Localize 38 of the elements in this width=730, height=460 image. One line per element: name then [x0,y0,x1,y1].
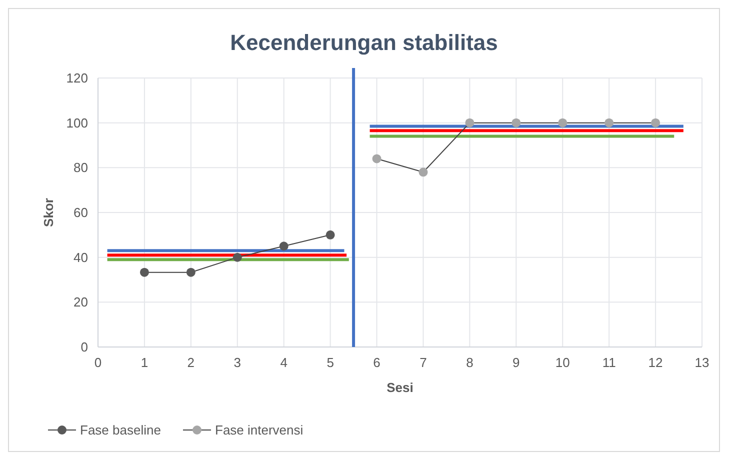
y-tick-label: 0 [80,340,88,354]
x-tick-label: 3 [234,355,241,370]
y-tick-label: 20 [74,294,88,310]
x-axis-title: Sesi [386,380,414,395]
x-tick-label: 7 [420,355,427,370]
point [140,268,149,277]
x-tick-label: 5 [326,355,334,370]
point [232,252,242,262]
point [558,118,568,128]
point [465,118,474,128]
x-tick-label: 12 [648,355,663,370]
point [604,118,614,128]
x-tick-label: 4 [280,355,288,370]
x-tick-label: 9 [512,355,520,370]
x-tick-label: 8 [466,355,474,370]
y-tick-label: 100 [66,115,88,130]
x-tick-label: 13 [694,355,710,370]
x-tick-label: 10 [555,355,570,370]
y-tick-label: 120 [66,70,88,86]
point [418,168,428,177]
point [372,154,382,164]
y-tick-label: 60 [74,205,88,220]
point [651,118,660,128]
x-tick-label: 11 [602,355,616,370]
point [512,118,521,128]
legend-label: Fase baseline [80,422,161,438]
point [279,242,288,251]
x-tick-label: 6 [373,355,380,370]
y-tick-label: 40 [74,250,88,265]
point [186,268,196,277]
y-axis-title: Skor [41,198,56,227]
y-tick-label: 80 [74,160,88,176]
x-tick-label: 1 [140,355,148,370]
chart-title: Kecenderungan stabilitas [230,30,498,55]
point [326,230,335,240]
legend-label: Fase intervensi [215,422,304,438]
x-tick-label: 0 [94,355,102,370]
x-tick-label: 2 [187,355,195,370]
